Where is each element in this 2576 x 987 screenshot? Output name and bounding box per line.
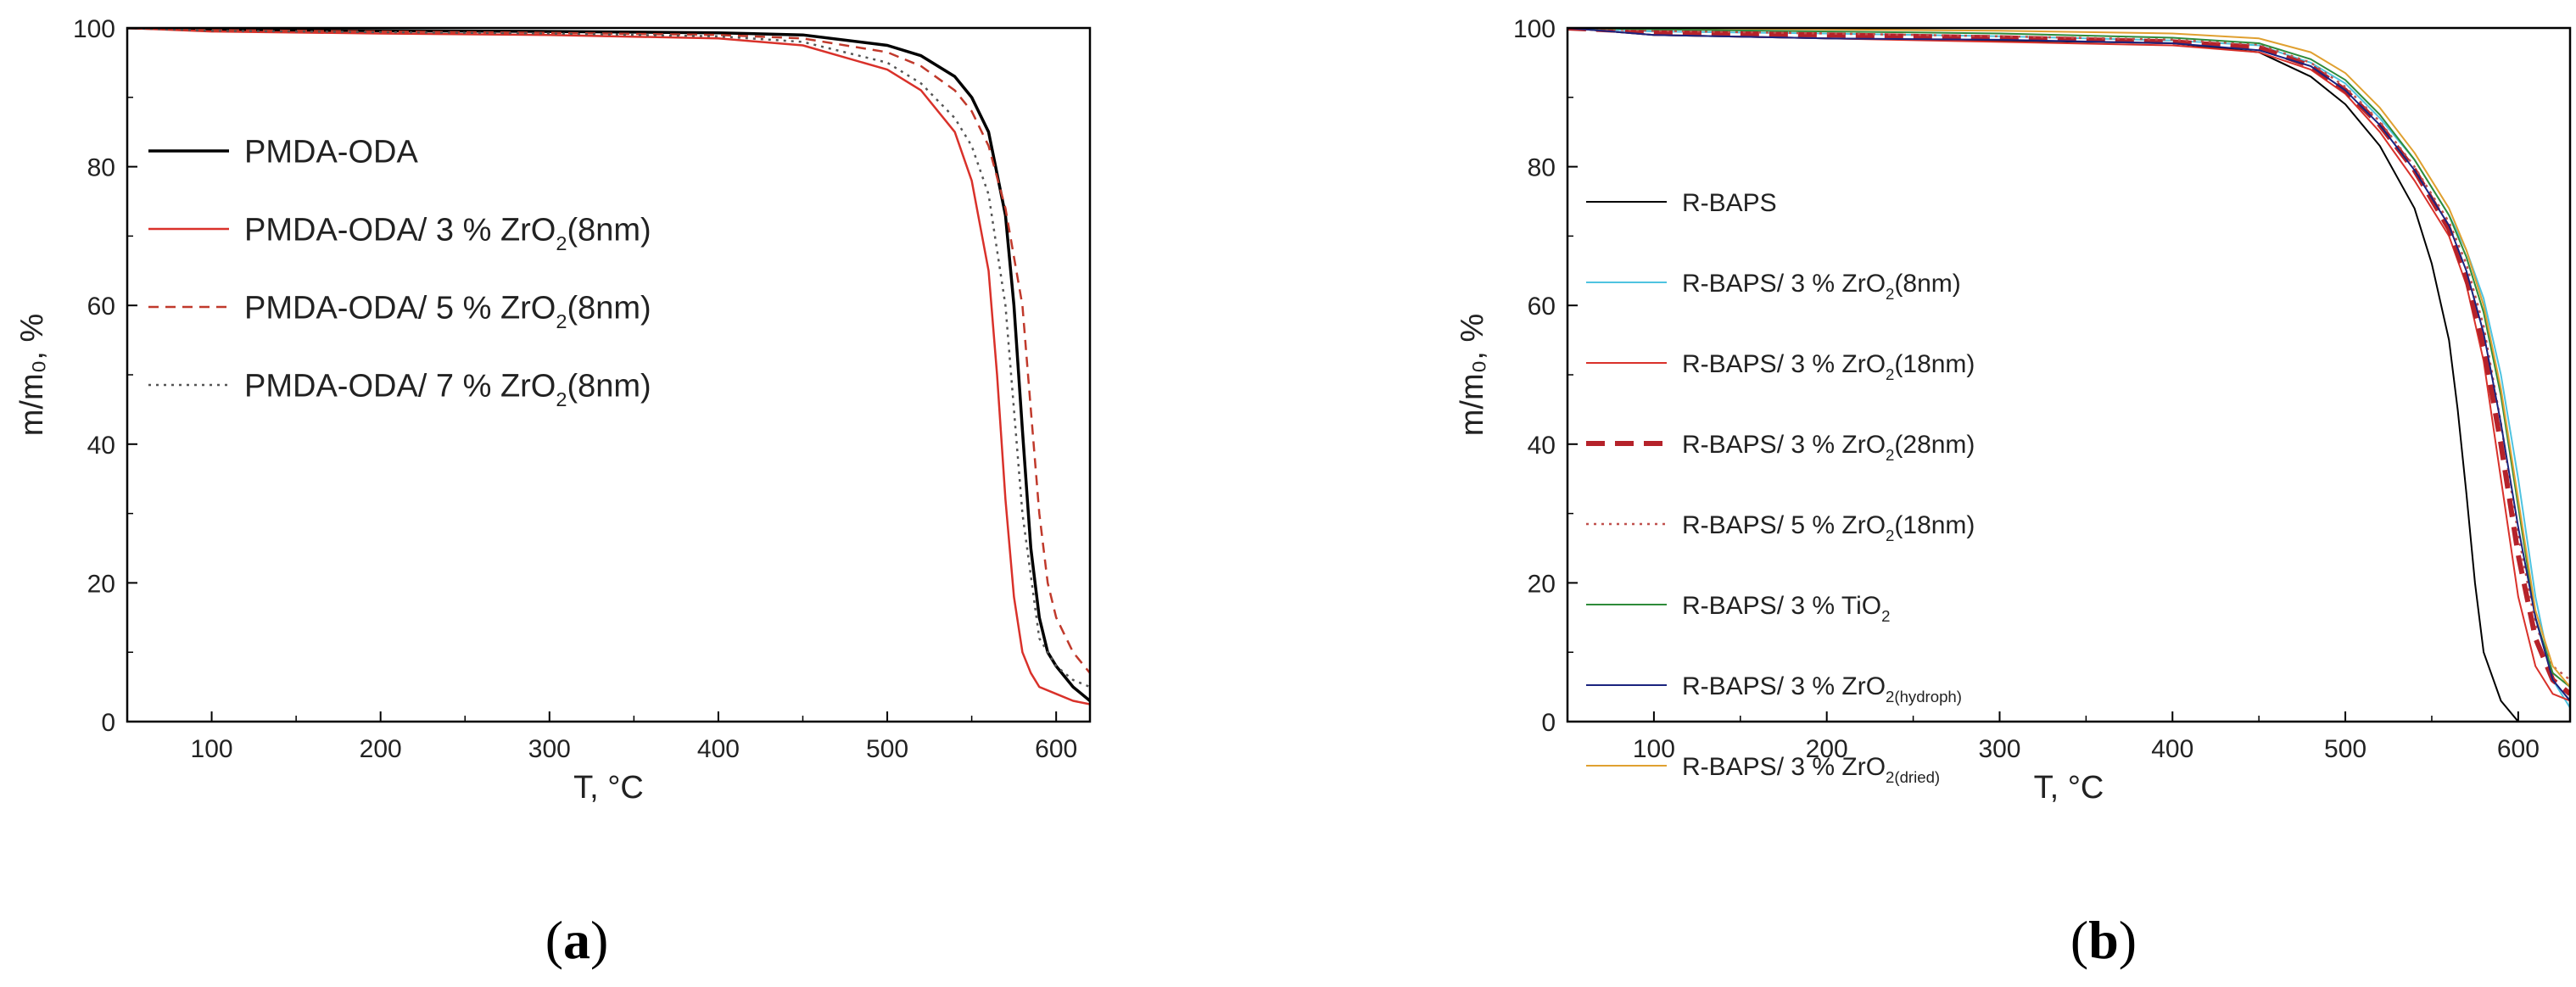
- y-axis-label-a: m/m₀, %: [14, 314, 50, 437]
- y-tick-label-b: 100: [1513, 15, 1556, 43]
- y-tick-label-a: 40: [87, 432, 115, 460]
- x-tick-label-b: 200: [1806, 735, 1848, 763]
- series-line-a-0: [127, 28, 1090, 702]
- series-line-a-2: [127, 28, 1090, 674]
- legend-a: PMDA-ODA PMDA-ODA/ 3 % ZrO2(8nm) PMDA-ODA/…: [148, 135, 651, 410]
- legend-label-b-4: R-BAPS/ 5 % ZrO2(18nm): [1682, 511, 1975, 544]
- x-tick-label-b: 300: [1978, 735, 2020, 763]
- x-tick-label-b: 100: [1633, 735, 1675, 763]
- x-tick-label-a: 600: [1035, 735, 1077, 763]
- series-line-b-2: [1567, 28, 2570, 702]
- x-tick-label-b: 400: [2151, 735, 2193, 763]
- x-tick-label-a: 400: [697, 735, 740, 763]
- legend-label-b-1: R-BAPS/ 3 % ZrO2(8nm): [1682, 270, 1961, 303]
- series-group-a: [127, 28, 1090, 705]
- legend-label-a-1: PMDA-ODA/ 3 % ZrO2(8nm): [244, 213, 651, 254]
- series-line-a-1: [127, 28, 1090, 705]
- y-tick-label-a: 60: [87, 293, 115, 321]
- panel-b-caption: (b): [2070, 910, 2137, 970]
- series-line-a-3: [127, 28, 1090, 689]
- y-tick-label-b: 60: [1528, 293, 1556, 321]
- panel-b-caption-letter: b: [2088, 910, 2119, 970]
- y-axis-label-b: m/m₀, %: [1455, 314, 1490, 437]
- x-axis-label-a: T, °C: [573, 770, 644, 806]
- y-tick-label-b: 0: [1541, 709, 1556, 737]
- series-line-b-7: [1567, 28, 2570, 688]
- chart-panel-b: 100 200 300 400 500 600 0 20 40 60 80 100 T, °C m/m₀,…: [1455, 15, 2572, 806]
- x-tick-label-b: 600: [2497, 735, 2540, 763]
- series-line-b-5: [1567, 28, 2570, 688]
- y-tick-label-a: 0: [101, 709, 115, 737]
- y-tick-label-a: 80: [87, 154, 115, 182]
- legend-label-b-2: R-BAPS/ 3 % ZrO2(18nm): [1682, 350, 1975, 383]
- y-tick-label-a: 20: [87, 570, 115, 598]
- legend-b: R-BAPS R-BAPS/ 3 % ZrO2(8nm) R-BAPS/ 3 % Z…: [1586, 189, 1975, 786]
- x-tick-label-a: 100: [191, 735, 233, 763]
- legend-label-b-5: R-BAPS/ 3 % TiO2: [1682, 592, 1890, 625]
- series-line-b-6: [1567, 28, 2570, 702]
- panel-a-caption-letter: a: [563, 910, 590, 970]
- x-axis-label-b: T, °C: [2034, 770, 2104, 806]
- legend-label-b-0: R-BAPS: [1682, 189, 1777, 217]
- y-tick-label-b: 40: [1528, 432, 1556, 460]
- y-tick-label-b: 20: [1528, 570, 1556, 598]
- legend-label-b-6: R-BAPS/ 3 % ZrO2(hydroph): [1682, 672, 1962, 705]
- legend-label-b-7: R-BAPS/ 3 % ZrO2(dried): [1682, 753, 1940, 786]
- legend-label-a-2: PMDA-ODA/ 5 % ZrO2(8nm): [244, 291, 651, 332]
- x-tick-label-a: 500: [866, 735, 908, 763]
- panel-a-caption: (a): [545, 910, 609, 970]
- legend-label-b-3: R-BAPS/ 3 % ZrO2(28nm): [1682, 431, 1975, 464]
- x-tick-label-b: 500: [2324, 735, 2366, 763]
- legend-label-a-3: PMDA-ODA/ 7 % ZrO2(8nm): [244, 369, 651, 410]
- y-tick-label-a: 100: [73, 15, 115, 43]
- series-line-b-1: [1567, 28, 2570, 709]
- x-tick-label-a: 300: [528, 735, 571, 763]
- y-tick-label-b: 80: [1528, 154, 1556, 182]
- series-group-b: [1567, 28, 2570, 722]
- chart-panel-a: 100 200 300 400 500 600 0 20 40 60 80 100 T, °C m/m₀,…: [14, 15, 1092, 806]
- legend-label-a-0: PMDA-ODA: [244, 135, 418, 170]
- x-tick-label-a: 200: [360, 735, 402, 763]
